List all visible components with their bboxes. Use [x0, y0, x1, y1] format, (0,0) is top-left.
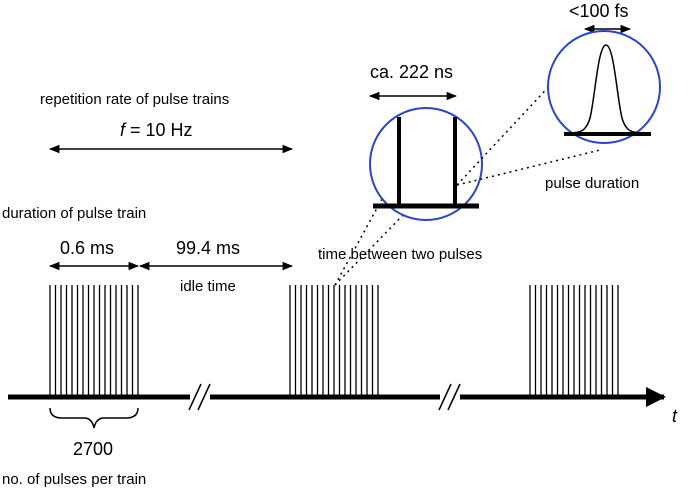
- axis-break-2: [438, 383, 461, 411]
- train-duration-title: duration of pulse train: [2, 205, 146, 222]
- repetition-rate-symbol: f: [120, 120, 127, 140]
- pulse-count-value: 2700: [73, 439, 113, 459]
- dotted-zoom-lines-1: [334, 187, 409, 286]
- time-axis-label: t: [672, 406, 678, 426]
- pulse-train-2: [289, 285, 379, 396]
- repetition-rate-value: = 10 Hz: [125, 120, 193, 140]
- time-between-pulses-label: time between two pulses: [318, 246, 482, 263]
- pulse-width-value: <100 fs: [569, 1, 629, 21]
- pulse-duration-zoom-circle: [547, 30, 661, 144]
- train-duration-value: 0.6 ms: [60, 238, 114, 258]
- pulse-spacing-zoom-content: [373, 117, 479, 209]
- axis-break-1: [188, 383, 211, 411]
- pulse-duration-label: pulse duration: [545, 175, 639, 192]
- dotted-zoom-lines-2: [456, 79, 601, 186]
- repetition-rate-title: repetition rate of pulse trains: [40, 91, 229, 108]
- pulse-spacing-value: ca. 222 ns: [370, 62, 453, 82]
- pulse-train-3: [529, 285, 619, 396]
- idle-time-label: idle time: [180, 278, 236, 295]
- pulse-spacing-zoom-circle: [369, 107, 483, 221]
- pulse-count-label: no. of pulses per train: [2, 471, 146, 488]
- pulse-train-1: [49, 285, 139, 396]
- idle-time-value: 99.4 ms: [176, 238, 240, 258]
- repetition-rate-formula: f = 10 Hz: [120, 120, 193, 140]
- pulse-duration-zoom-content: [564, 44, 651, 136]
- pulse-count-brace: [49, 407, 139, 429]
